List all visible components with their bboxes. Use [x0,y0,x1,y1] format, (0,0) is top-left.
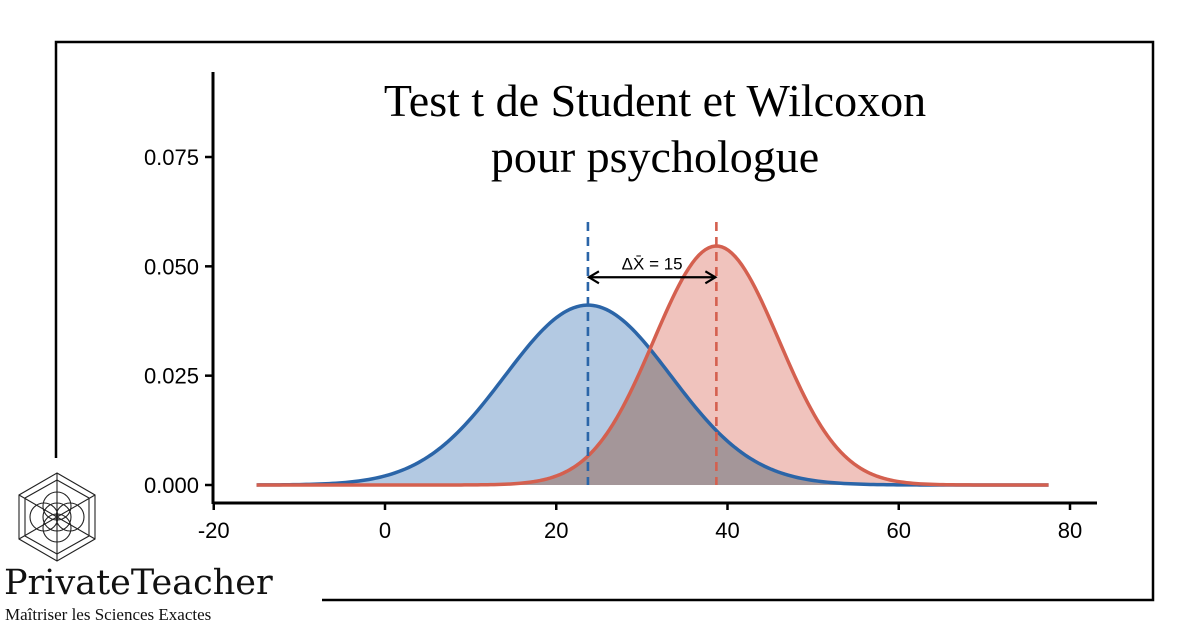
x-tick-label: 0 [379,518,391,543]
brand-name: PrivateTeacher [4,563,273,603]
series-2-curve [256,244,1049,487]
outer-frame [54,40,1155,602]
y-tick-label: 0.050 [144,254,199,279]
density-curves [256,244,1049,487]
brand-tagline: Maîtriser les Sciences Exactes [5,605,211,624]
y-tick-label: 0.000 [144,473,199,498]
chart-title-line1: Test t de Student et Wilcoxon [384,75,926,126]
chart-title-line2: pour psychologue [491,131,819,182]
y-axis-ticks: 0.000 0.025 0.050 0.075 [144,145,213,498]
arrow-head-left [586,270,600,285]
mean-difference-annotation: ΔX̄ = 15 [586,254,718,285]
y-tick-label: 0.025 [144,364,199,389]
arrow-head-right [704,270,718,285]
x-tick-label: 80 [1058,518,1082,543]
y-tick-label: 0.075 [144,145,199,170]
overlap-area [256,350,1049,485]
mean-difference-label: ΔX̄ = 15 [622,254,683,273]
x-tick-label: 60 [887,518,911,543]
x-tick-label: -20 [198,518,230,543]
x-tick-label: 20 [544,518,568,543]
density-areas [256,246,1049,485]
x-tick-label: 40 [715,518,739,543]
x-axis-ticks: -20 0 20 40 60 80 [198,503,1082,543]
brand-logo-icon [18,472,96,562]
